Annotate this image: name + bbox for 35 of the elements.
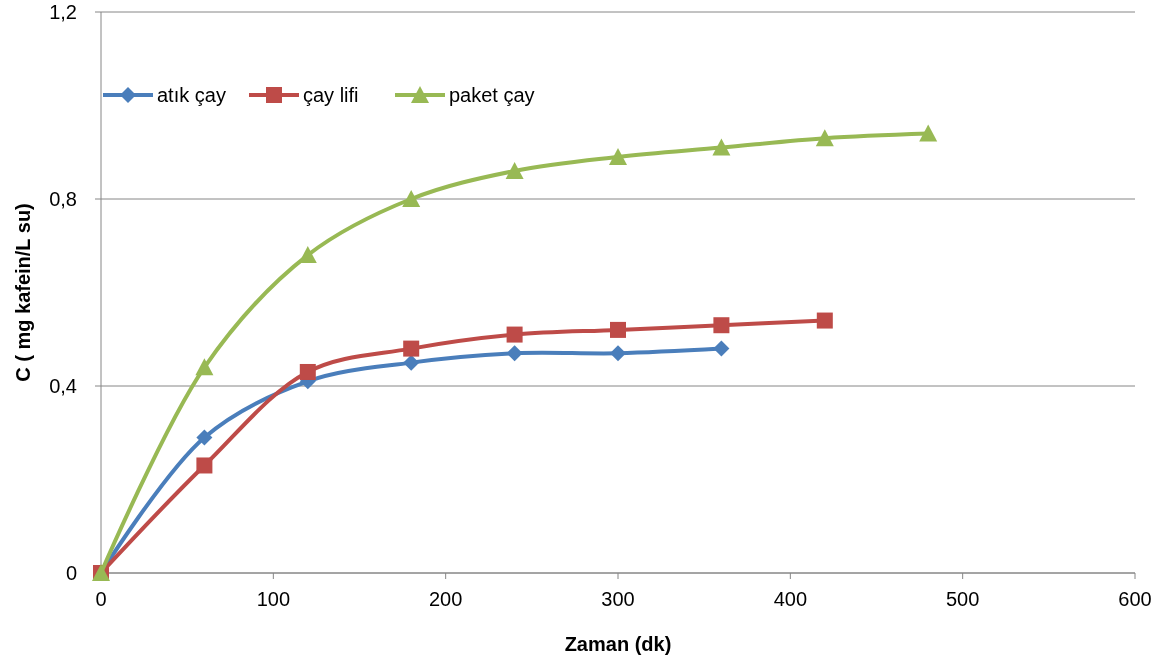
point: [609, 147, 627, 165]
legend-label: paket çay: [449, 84, 535, 106]
point: [402, 190, 421, 207]
point: [610, 321, 626, 338]
point: [195, 358, 214, 376]
x-tick-label: 100: [256, 588, 291, 610]
y-axis-title: C ( mg kafein/L su): [12, 203, 34, 382]
y-tick-label: 0,4: [49, 375, 77, 397]
y-tick-label: 0,8: [49, 188, 77, 210]
x-tick-label: 600: [1118, 588, 1152, 610]
y-tick-label: 1,2: [49, 1, 77, 23]
x-tick-label: 200: [428, 588, 463, 610]
x-tick-label: 300: [601, 588, 635, 610]
x-tick-label: 0: [95, 588, 107, 610]
point: [506, 345, 523, 362]
point: [403, 340, 420, 357]
point: [713, 340, 730, 357]
point: [712, 138, 731, 156]
point: [403, 354, 420, 371]
point: [816, 312, 833, 329]
x-tick-label: 500: [945, 588, 980, 610]
point: [505, 161, 524, 179]
y-tick-label: 0: [65, 562, 77, 584]
x-axis-title: Zaman (dk): [564, 633, 672, 655]
point: [713, 317, 730, 334]
point: [299, 363, 316, 380]
point: [196, 457, 213, 474]
point: [919, 124, 938, 142]
legend-label: çay lifi: [303, 84, 359, 106]
point: [815, 129, 834, 147]
point: [196, 429, 213, 446]
legend-label: atık çay: [157, 84, 226, 106]
point: [610, 345, 626, 362]
x-tick-label: 400: [773, 588, 808, 610]
point: [506, 326, 523, 343]
